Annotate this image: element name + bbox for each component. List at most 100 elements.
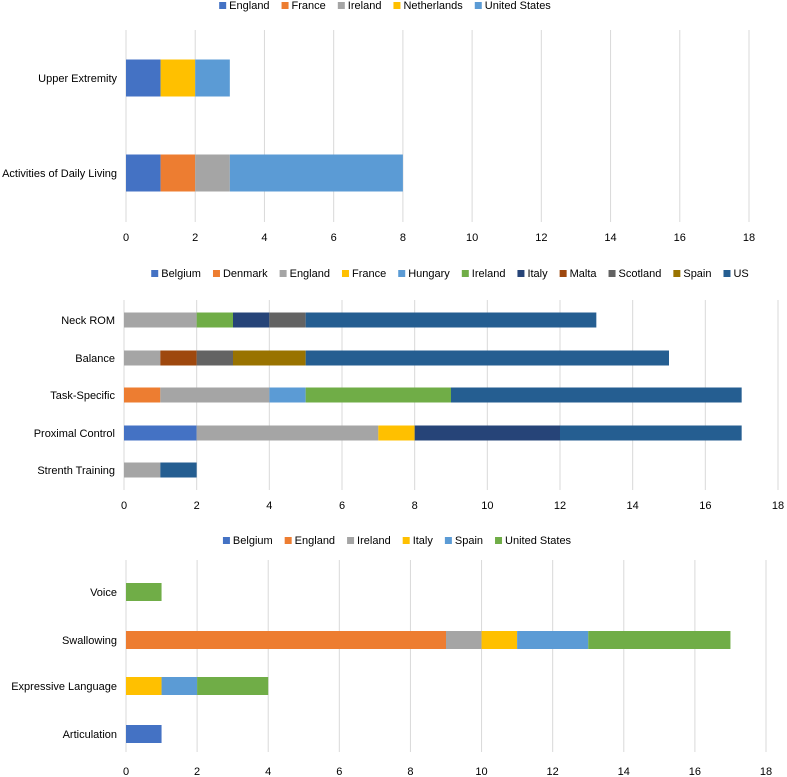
legend-item: Ireland xyxy=(347,535,391,547)
bar-segment-malta xyxy=(160,350,197,366)
category-label: Neck ROM xyxy=(61,315,115,327)
legend-swatch xyxy=(212,270,220,277)
legend-label: Italy xyxy=(413,535,434,547)
bar-segment-scotland xyxy=(269,312,306,328)
legend-label: France xyxy=(292,0,326,12)
category-label: Upper Extremity xyxy=(38,73,117,85)
legend-swatch xyxy=(341,270,349,277)
legend-label: Ireland xyxy=(472,268,506,280)
chart-1: 0 2 4 6 8 10 12 14 16 18 Upper Extremity Activities… xyxy=(2,0,755,244)
legend-swatch xyxy=(474,2,482,9)
category-label: Articulation xyxy=(63,729,117,741)
x-tick-label: 4 xyxy=(261,232,267,244)
legend-item: US xyxy=(723,268,749,280)
bar-segment-italy xyxy=(126,677,162,695)
legend-label: France xyxy=(352,268,386,280)
x-tick-label: 18 xyxy=(743,232,755,244)
bar-segment-scotland xyxy=(196,350,233,366)
legend-swatch xyxy=(444,537,452,544)
legend-swatch xyxy=(279,270,287,277)
legend-item: Spain xyxy=(673,268,711,280)
bar-segment-hungary xyxy=(269,387,306,403)
x-tick-label: 2 xyxy=(194,766,200,777)
x-tick-label: 4 xyxy=(266,500,272,512)
x-tick-label: 14 xyxy=(604,232,616,244)
legend-swatch xyxy=(284,537,292,544)
x-tick-label: 10 xyxy=(481,500,493,512)
legend-swatch xyxy=(281,2,289,9)
bar-segment-italy xyxy=(414,425,560,441)
legend-item: Spain xyxy=(444,535,483,547)
x-tick-label: 8 xyxy=(412,500,418,512)
x-tick-label: 16 xyxy=(699,500,711,512)
legend-label: United States xyxy=(485,0,552,12)
chart-2: 0 2 4 6 8 10 12 14 16 18 Neck ROM Balance Task-Speci… xyxy=(34,268,784,512)
bar-segment-england xyxy=(124,350,161,366)
bar-segment-us xyxy=(560,425,742,441)
x-tick-label: 14 xyxy=(618,766,630,777)
bar-segment-denmark xyxy=(124,387,161,403)
x-tick-label: 0 xyxy=(121,500,127,512)
legend-item: Hungary xyxy=(398,268,450,280)
legend-label: England xyxy=(229,0,269,12)
legend-swatch xyxy=(517,270,525,277)
legend-swatch xyxy=(219,2,227,9)
bar-segment-england xyxy=(126,154,161,192)
x-tick-label: 10 xyxy=(466,232,478,244)
x-tick-label: 6 xyxy=(336,766,342,777)
bar-segment-us xyxy=(305,312,597,328)
legend-swatch xyxy=(461,270,469,277)
bar-segment-ireland xyxy=(195,154,230,192)
legend: England France Ireland Netherlands United St… xyxy=(219,0,551,12)
category-label: Activities of Daily Living xyxy=(2,168,117,180)
legend: Belgium Denmark England France Hungary Irelan… xyxy=(151,268,749,280)
legend-item: Denmark xyxy=(212,268,268,280)
legend-swatch xyxy=(151,270,159,277)
x-tick-label: 0 xyxy=(123,232,129,244)
legend-label: Scotland xyxy=(619,268,662,280)
legend-label: Italy xyxy=(527,268,548,280)
legend-item: England xyxy=(284,535,335,547)
bar-segment-united-states xyxy=(197,677,269,695)
legend-swatch xyxy=(673,270,681,277)
x-tick-label: 10 xyxy=(475,766,487,777)
legend-swatch xyxy=(347,537,355,544)
legend-item: Belgium xyxy=(222,535,273,547)
bar-segment-italy xyxy=(233,312,270,328)
legend-label: United States xyxy=(505,535,572,547)
legend-label: Belgium xyxy=(233,535,273,547)
legend-label: Netherlands xyxy=(403,0,463,12)
x-tick-label: 12 xyxy=(554,500,566,512)
bar-segment-united-states xyxy=(195,59,230,97)
bar-segment-england xyxy=(124,312,197,328)
bar-segment-netherlands xyxy=(160,59,196,97)
bar-segment-england xyxy=(160,387,270,403)
bar-segment-belgium xyxy=(126,725,162,743)
legend-item: Belgium xyxy=(151,268,201,280)
legend-label: Spain xyxy=(683,268,711,280)
legend-label: Malta xyxy=(570,268,598,280)
legend-item: Ireland xyxy=(337,0,381,12)
category-label: Task-Specific xyxy=(50,390,115,402)
x-tick-label: 6 xyxy=(331,232,337,244)
x-tick-label: 12 xyxy=(535,232,547,244)
legend-item: France xyxy=(341,268,386,280)
bar-segment-united-states xyxy=(588,631,731,649)
category-label: Proximal Control xyxy=(34,428,115,440)
x-tick-label: 0 xyxy=(123,766,129,777)
legend: Belgium England Ireland Italy Spain United St… xyxy=(222,535,572,547)
bar-segment-ireland xyxy=(305,387,451,403)
bar-segment-england xyxy=(126,631,446,649)
bar-segment-united-states xyxy=(229,154,403,192)
legend-item: Malta xyxy=(559,268,598,280)
bar-segment-us xyxy=(160,462,197,478)
bar-segment-england xyxy=(126,59,161,97)
x-tick-label: 2 xyxy=(192,232,198,244)
legend-label: Ireland xyxy=(357,535,391,547)
x-tick-label: 16 xyxy=(689,766,701,777)
chart-3: 0 2 4 6 8 10 12 14 16 18 Voice Swallowing Expressive… xyxy=(11,535,772,777)
bar-segment-spain xyxy=(233,350,306,366)
legend-item: Ireland xyxy=(461,268,506,280)
bar-segment-us xyxy=(451,387,742,403)
